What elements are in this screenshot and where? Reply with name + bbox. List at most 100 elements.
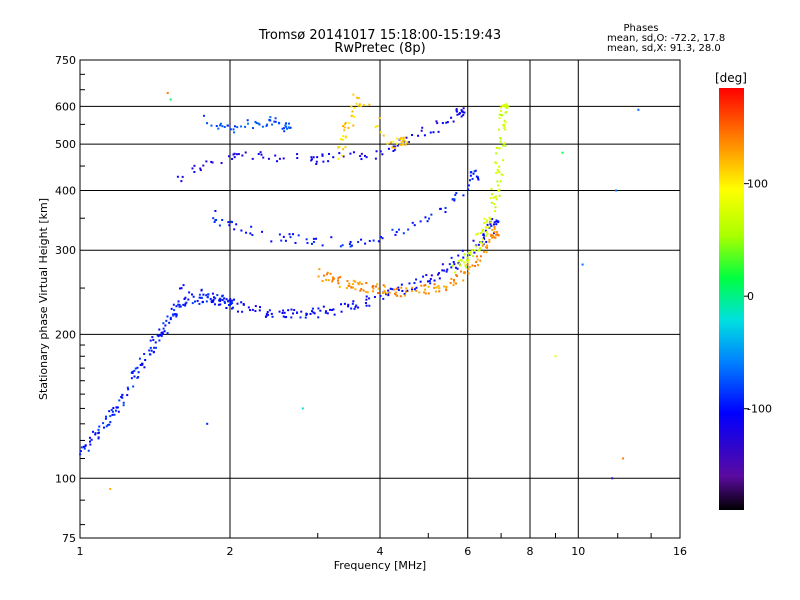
data-point [462,256,465,259]
data-point [450,266,453,269]
data-point [240,301,243,304]
data-point [473,251,476,254]
data-point [483,237,486,240]
data-point [622,457,625,460]
data-point [257,152,260,155]
data-point [467,268,470,271]
data-point [221,218,224,221]
data-point [352,300,355,303]
data-point [375,150,378,153]
data-point [465,259,468,262]
data-point [471,177,474,180]
data-point [426,220,429,223]
data-point [184,304,187,307]
data-point [365,295,368,298]
data-point [400,140,403,143]
data-point [433,279,436,282]
data-point [359,289,362,292]
data-point [438,272,441,275]
data-point [486,233,489,236]
data-point [424,284,427,287]
data-point [456,110,459,113]
data-point [154,341,157,344]
data-point [240,229,243,232]
data-point [180,287,183,290]
data-point [109,487,112,490]
data-point [265,315,268,318]
data-point [476,176,479,179]
data-point [462,279,465,282]
data-point [494,236,497,239]
data-point [217,303,220,306]
data-point [379,150,382,153]
data-point [109,415,112,418]
data-point [219,299,222,302]
data-point [490,233,493,236]
data-point [498,171,501,174]
data-point [90,438,93,441]
data-point [214,219,217,222]
data-point [415,286,418,289]
data-point [477,178,480,181]
data-point [344,121,347,124]
data-point [265,125,268,128]
data-point [254,310,257,313]
data-point [404,142,407,145]
data-point [178,305,181,308]
data-point [441,122,444,125]
data-point [495,146,498,149]
data-point [399,295,402,298]
data-point [311,310,314,313]
data-point [438,290,441,293]
data-point [497,233,500,236]
data-point [402,139,405,142]
data-point [342,125,345,128]
data-point [82,445,85,448]
data-point [411,134,414,137]
data-point [411,286,414,289]
data-point [241,310,244,313]
data-point [289,126,292,129]
data-point [486,244,489,247]
data-point [382,297,385,300]
data-point [495,223,498,226]
data-point [372,287,375,290]
data-point [246,119,249,122]
data-point [498,113,501,116]
data-point [357,104,360,107]
data-point [403,294,406,297]
data-point [395,231,398,234]
data-point [310,242,313,245]
data-point [220,295,223,298]
data-point [258,123,261,126]
data-point [379,131,382,134]
data-point [451,198,454,201]
data-point [191,302,194,305]
data-point [480,241,483,244]
data-point [453,281,456,284]
data-point [338,152,341,155]
data-point [473,249,476,252]
y-ticks: 75 100 200 300 400 500 600 750 [55,54,85,545]
data-point [467,272,470,275]
data-point [349,152,352,155]
data-point [218,224,221,227]
data-point [403,292,406,295]
data-point [488,238,491,241]
data-point [439,207,442,210]
data-point [454,271,457,274]
data-point [402,136,405,139]
data-point [235,223,238,226]
data-point [505,103,508,106]
data-point [198,296,201,299]
data-point [437,130,440,133]
data-point [495,172,498,175]
data-point [251,127,254,130]
colorbar-label: [deg] [715,71,747,85]
data-point [310,156,313,159]
data-point [261,230,264,233]
data-point [321,279,324,282]
data-point [207,293,210,296]
data-point [408,282,411,285]
data-point [494,206,497,209]
